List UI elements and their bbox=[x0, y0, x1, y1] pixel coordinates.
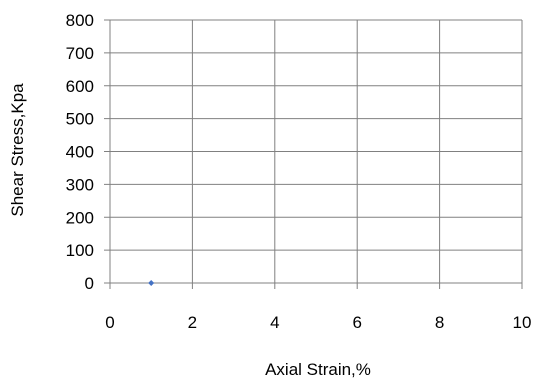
data-point bbox=[148, 280, 155, 286]
y-tick-label: 0 bbox=[85, 274, 94, 293]
x-tick-label: 6 bbox=[352, 313, 361, 332]
y-tick-label: 200 bbox=[66, 208, 94, 227]
data-points bbox=[148, 280, 155, 286]
x-tick-label: 10 bbox=[513, 313, 532, 332]
x-tick-label: 4 bbox=[270, 313, 279, 332]
y-tick-label: 300 bbox=[66, 175, 94, 194]
y-tick-label: 100 bbox=[66, 241, 94, 260]
x-axis-title: Axial Strain,% bbox=[265, 360, 371, 379]
y-tick-label: 700 bbox=[66, 44, 94, 63]
y-tick-label: 500 bbox=[66, 110, 94, 129]
x-tick-label: 2 bbox=[188, 313, 197, 332]
x-tick-label: 8 bbox=[435, 313, 444, 332]
y-tick-label: 600 bbox=[66, 77, 94, 96]
x-tick-labels: 0 2 4 6 8 10 bbox=[105, 313, 531, 332]
y-tick-label: 400 bbox=[66, 143, 94, 162]
y-tick-labels: 0 100 200 300 400 500 600 700 800 bbox=[66, 11, 94, 293]
y-tick-label: 800 bbox=[66, 11, 94, 30]
grid-lines bbox=[104, 19, 523, 289]
y-axis-title: Shear Stress,Kpa bbox=[8, 83, 27, 217]
x-tick-label: 0 bbox=[105, 313, 114, 332]
